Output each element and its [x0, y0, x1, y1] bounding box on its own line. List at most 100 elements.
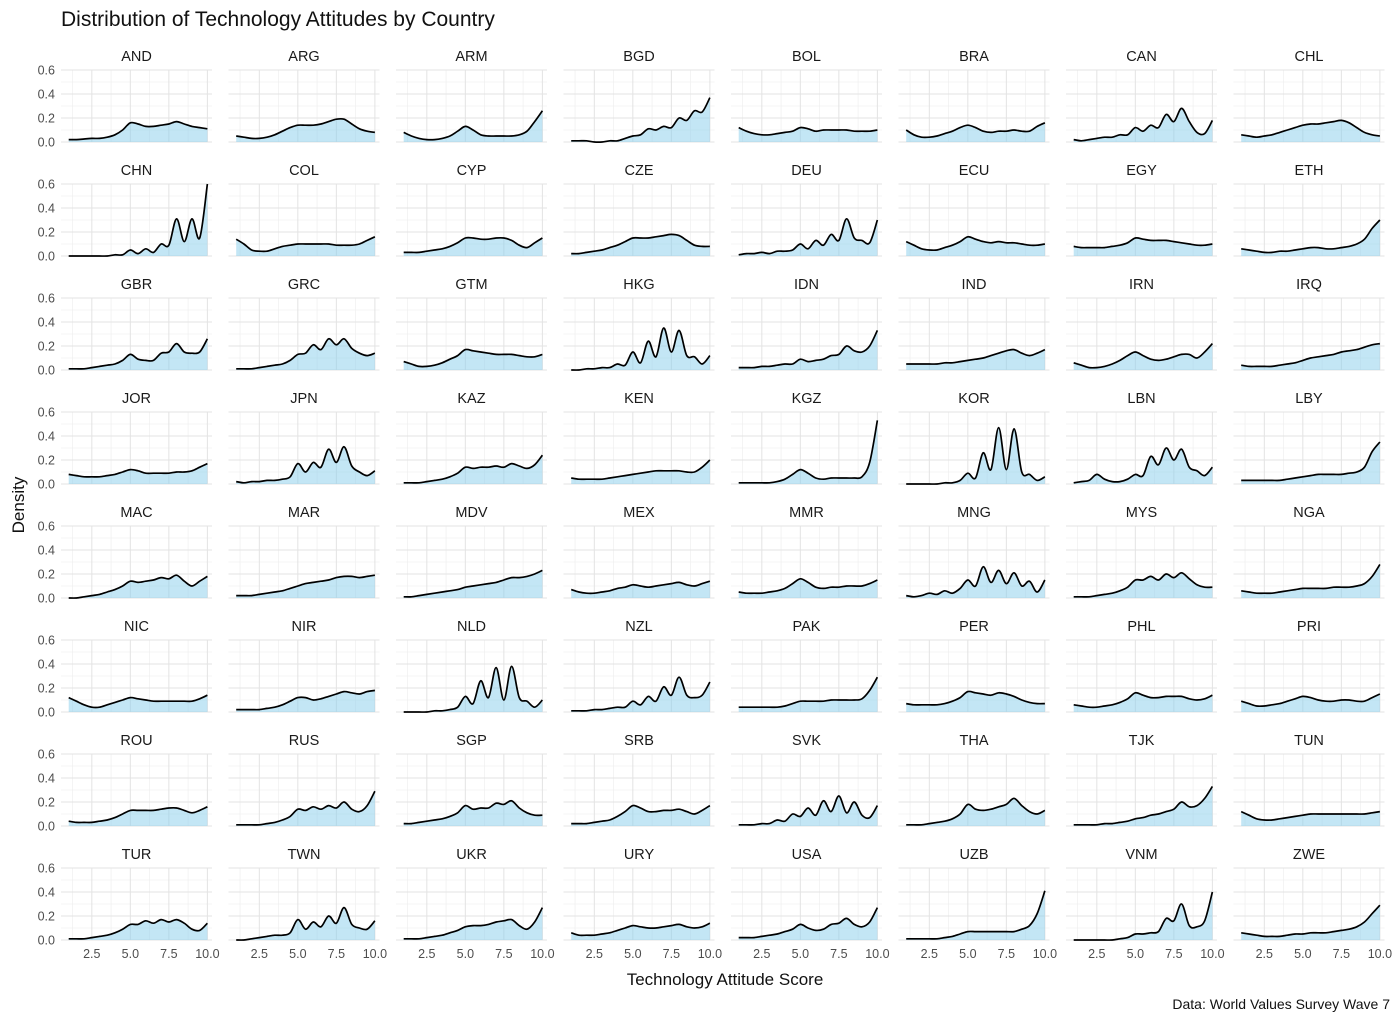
- density-line: [236, 790, 376, 826]
- strip-label: ARG: [288, 49, 319, 65]
- density-line: [1073, 891, 1214, 941]
- x-tick-label: 2.5: [586, 947, 603, 961]
- y-tick-label: 0.0: [38, 136, 55, 150]
- panel-cyp: CYP: [396, 163, 547, 257]
- density-line: [1241, 219, 1381, 254]
- density-line: [738, 907, 879, 939]
- density-line: [738, 126, 878, 136]
- strip-label: PHL: [1127, 619, 1155, 635]
- minor-gridlines: [1233, 640, 1385, 712]
- density-area: [403, 455, 543, 484]
- density-area: [1241, 811, 1380, 826]
- density-line: [1073, 237, 1213, 249]
- x-tick-label: 5.0: [1294, 947, 1311, 961]
- y-tick-label: 0.6: [38, 862, 55, 876]
- y-tick-label: 0.2: [38, 568, 55, 582]
- y-tick-label: 0.6: [38, 64, 55, 78]
- x-tick-label: 7.5: [328, 947, 345, 961]
- x-tick-label: 2.5: [921, 947, 938, 961]
- x-tick-label: 5.0: [792, 947, 809, 961]
- x-tick-label: 7.5: [663, 947, 680, 961]
- strip-label: RUS: [289, 733, 320, 749]
- panel-zwe: ZWE 2.5 5.0 7.5 10.0: [1233, 847, 1392, 961]
- density-area: [68, 919, 208, 940]
- strip-label: KEN: [624, 391, 654, 407]
- density-line: [571, 97, 711, 143]
- density-area: [906, 566, 1045, 598]
- panel-cze: CZE: [563, 163, 715, 257]
- x-tick-label: 7.5: [1165, 947, 1182, 961]
- y-tick-label: 0.0: [38, 934, 55, 948]
- density-line: [68, 183, 209, 257]
- major-gridlines: [1233, 183, 1385, 257]
- panel-and: AND 0.0 0.2 0.4 0.6: [38, 49, 212, 150]
- panel-kgz: KGZ: [731, 391, 882, 485]
- panel-mmr: MMR: [731, 505, 882, 599]
- strip-label: AND: [121, 49, 152, 65]
- x-tick-label: 10.0: [1368, 947, 1392, 961]
- strip-label: JOR: [122, 391, 151, 407]
- density-area: [403, 666, 543, 713]
- x-tick-label: 7.5: [998, 947, 1015, 961]
- density-line: [1073, 343, 1214, 369]
- strip-label: HKG: [623, 277, 654, 293]
- density-line: [236, 689, 376, 711]
- density-line: [236, 337, 376, 370]
- density-area: [236, 907, 375, 941]
- panel-uzb: UZB 2.5 5.0 7.5 10.0: [898, 847, 1057, 961]
- panel-svk: SVK: [731, 733, 882, 827]
- density-line: [1073, 107, 1214, 142]
- density-line: [1241, 441, 1381, 482]
- minor-gridlines: [731, 412, 882, 484]
- density-line: [570, 580, 711, 595]
- minor-gridlines: [61, 412, 212, 484]
- x-tick-label: 10.0: [530, 947, 554, 961]
- strip-label: ETH: [1295, 163, 1324, 179]
- minor-gridlines: [898, 70, 1050, 142]
- strip-label: SVK: [792, 733, 821, 749]
- minor-gridlines: [1066, 184, 1217, 256]
- density-line: [403, 454, 544, 484]
- density-area: [236, 338, 375, 370]
- x-tick-label: 10.0: [1033, 947, 1057, 961]
- x-tick-label: 10.0: [698, 947, 722, 961]
- panel-mac: MAC 0.0 0.2 0.4 0.6: [38, 505, 212, 606]
- y-tick-label: 0.0: [38, 706, 55, 720]
- strip-label: SRB: [624, 733, 654, 749]
- density-line: [1073, 571, 1213, 598]
- y-tick-label: 0.6: [38, 634, 55, 648]
- density-area: [236, 236, 375, 256]
- strip-label: JPN: [290, 391, 317, 407]
- x-axis-title: Technology Attitude Score: [627, 970, 824, 989]
- panel-tjk: TJK: [1066, 733, 1217, 827]
- strip-label: BRA: [959, 49, 989, 65]
- y-tick-label: 0.2: [38, 226, 55, 240]
- strip-label: IRN: [1129, 277, 1154, 293]
- strip-label: BOL: [792, 49, 821, 65]
- strip-label: THA: [960, 733, 989, 749]
- panel-mys: MYS: [1066, 505, 1217, 599]
- x-tick-label: 5.0: [122, 947, 139, 961]
- strip-label: ROU: [120, 733, 152, 749]
- y-tick-label: 0.4: [38, 886, 55, 900]
- density-line: [738, 217, 879, 256]
- density-line: [906, 797, 1046, 826]
- minor-gridlines: [1066, 298, 1217, 370]
- density-line: [236, 574, 376, 597]
- density-area: [906, 236, 1045, 256]
- y-tick-label: 0.4: [38, 202, 55, 216]
- x-tick-label: 2.5: [1088, 947, 1105, 961]
- y-tick-label: 0.4: [38, 544, 55, 558]
- density-line: [68, 806, 208, 824]
- strip-label: ZWE: [1293, 847, 1326, 863]
- strip-label: PAK: [793, 619, 821, 635]
- density-area: [1073, 447, 1213, 484]
- panel-ury: URY 2.5 5.0 7.5 10.0: [563, 847, 722, 961]
- density-line: [571, 676, 711, 712]
- strip-label: DEU: [791, 163, 822, 179]
- panel-nic: NIC 0.0 0.2 0.4 0.6: [38, 619, 212, 720]
- density-area: [571, 460, 710, 484]
- x-tick-label: 5.0: [959, 947, 976, 961]
- strip-label: IND: [962, 277, 987, 293]
